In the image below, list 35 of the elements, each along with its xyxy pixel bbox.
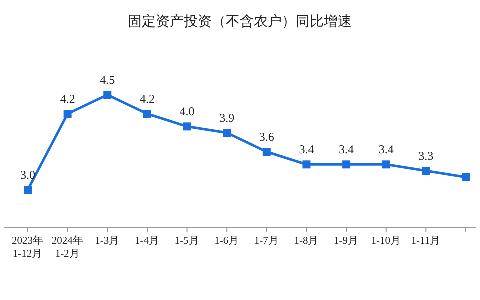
x-tick-label: 1-11月 [411,235,442,247]
point [143,110,152,118]
point [302,160,311,169]
point [262,148,271,156]
x-tick-label: 1-10月 [371,235,402,247]
point [64,110,72,118]
x-tick-label: 1-7月 [254,235,280,247]
data-label: 3.4 [378,142,394,157]
data-label: 4.5 [100,73,116,87]
point [183,122,192,131]
x-tick-label: 1-6月 [214,235,240,247]
x-tick-label: 2024年 1-2月 [52,235,84,260]
x-tick-label: 1-5月 [174,235,200,247]
x-tick-label: 1-4月 [134,235,160,247]
data-label: 3.9 [220,111,235,125]
data-label: 3.0 [20,168,36,182]
data-label: 3.3 [418,149,434,163]
point [462,173,470,182]
point [104,91,112,99]
data-label: 4.0 [180,104,195,119]
x-tick-label: 1-3月 [95,235,120,247]
x-tick-label: 2023年 1-12月 [12,235,44,260]
data-label: 4.2 [140,92,155,106]
point [382,160,390,169]
chart-title: 固定资产投资（不含农户）同比增速 [128,14,352,30]
data-label: 4.2 [60,92,76,106]
data-label: 3.4 [299,142,314,157]
point [342,160,351,169]
point [24,186,32,194]
x-tick-label: 1-8月 [294,235,320,247]
point [422,167,430,175]
data-label: 3.6 [259,130,274,144]
data-label: 3.4 [339,142,354,157]
x-tick-label: 1-9月 [334,235,360,247]
point [223,129,232,137]
